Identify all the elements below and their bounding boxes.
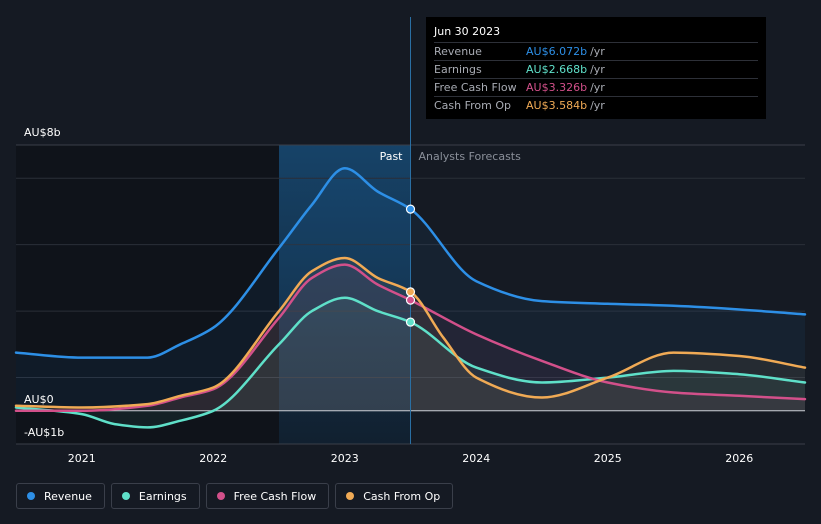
tooltip-row-value: AU$3.584b <box>526 99 588 112</box>
cash-from-op-marker[interactable] <box>405 287 416 297</box>
x-axis: 2021 2022 2023 2024 2025 2026 <box>68 452 754 465</box>
tooltip-row-unit: /yr <box>590 99 605 112</box>
tooltip-row-label: Free Cash Flow <box>434 81 517 94</box>
legend-label: Free Cash Flow <box>233 489 317 503</box>
tooltip-row-label: Cash From Op <box>434 99 512 112</box>
y-axis: AU$8b AU$0 -AU$1b <box>24 126 64 439</box>
free-cash-flow-line <box>14 263 807 413</box>
x-tick-label: 2024 <box>462 452 490 465</box>
x-tick-label: 2025 <box>594 452 622 465</box>
y-tick-label: AU$0 <box>24 393 54 406</box>
tooltip-row-label: Revenue <box>434 45 482 58</box>
earnings-marker[interactable] <box>405 317 416 327</box>
tooltip-row-label: Earnings <box>434 63 482 76</box>
legend-item-free-cash-flow[interactable]: Free Cash Flow <box>205 483 330 509</box>
revenue-marker[interactable] <box>405 204 416 214</box>
legend-label: Revenue <box>44 489 92 503</box>
tooltip-row-unit: /yr <box>590 45 605 58</box>
tooltip-row: Revenue AU$6.072b/yr <box>434 42 758 60</box>
legend-item-revenue[interactable]: Revenue <box>16 483 105 509</box>
legend-item-earnings[interactable]: Earnings <box>110 483 200 509</box>
tooltip-row-value: AU$6.072b <box>526 45 588 58</box>
legend-dot-icon <box>27 492 35 500</box>
legend: Revenue Earnings Free Cash Flow Cash From O… <box>16 483 454 509</box>
legend-dot-icon <box>346 492 355 500</box>
free-cash-flow-marker[interactable] <box>405 295 416 305</box>
tooltip: Jun 30 2023 Revenue AU$6.072b/yr Earnings A… <box>426 17 766 119</box>
revenue-line <box>14 167 807 359</box>
tooltip-row-value: AU$3.326b <box>526 81 588 94</box>
legend-dot-icon <box>216 492 225 500</box>
past-label: Past <box>380 150 404 163</box>
tooltip-row-unit: /yr <box>590 63 605 76</box>
legend-label: Cash From Op <box>363 489 441 503</box>
forecast-label: Analysts Forecasts <box>419 150 522 163</box>
series-markers <box>405 204 416 327</box>
x-tick-label: 2022 <box>199 452 227 465</box>
x-tick-label: 2026 <box>725 452 753 465</box>
x-tick-label: 2023 <box>331 452 359 465</box>
tooltip-row-value: AU$2.668b <box>526 63 588 76</box>
tooltip-date: Jun 30 2023 <box>434 25 501 38</box>
legend-label: Earnings <box>138 489 187 503</box>
y-tick-label: AU$8b <box>24 126 61 139</box>
tooltip-row: Free Cash Flow AU$3.326b/yr <box>434 78 758 96</box>
tooltip-row-unit: /yr <box>590 81 605 94</box>
series-lines <box>14 167 807 429</box>
cash-from-op-line <box>14 256 807 409</box>
tooltip-row: Cash From Op AU$3.584b/yr <box>434 96 758 114</box>
y-tick-label: -AU$1b <box>24 426 64 439</box>
legend-dot-icon <box>121 492 130 500</box>
legend-item-cash-from-op[interactable]: Cash From Op <box>335 483 454 509</box>
x-tick-label: 2021 <box>68 452 96 465</box>
earnings-line <box>14 296 807 429</box>
tooltip-row: Earnings AU$2.668b/yr <box>434 60 758 78</box>
tooltip-rows: Revenue AU$6.072b/yr Earnings AU$2.668b/yr F… <box>434 42 758 114</box>
highlight-band <box>279 145 411 444</box>
